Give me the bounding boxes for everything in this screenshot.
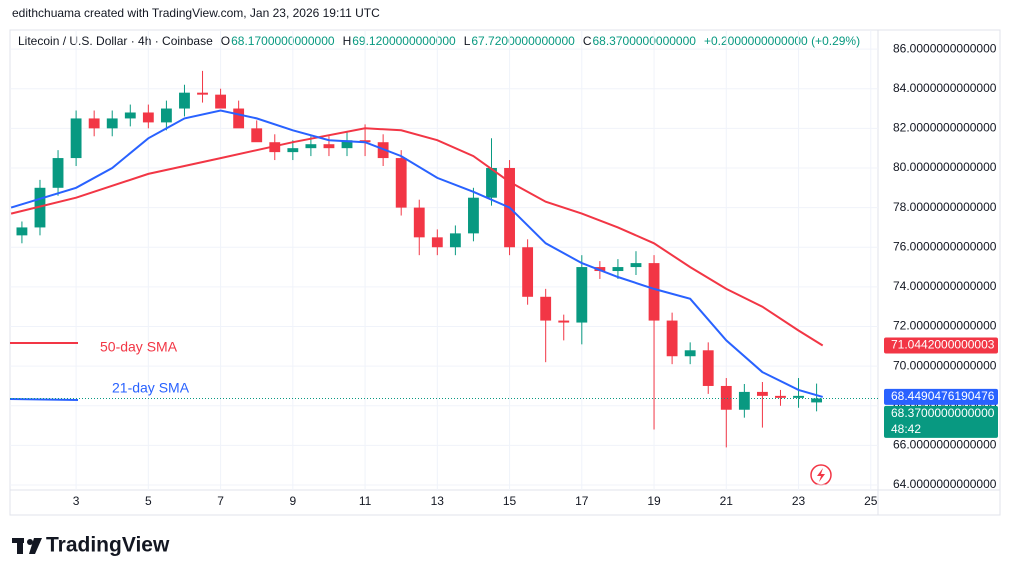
candle-body [160, 108, 172, 123]
x-tick-label: 11 [359, 494, 372, 508]
brand-logo [12, 538, 42, 554]
candle-body [52, 158, 64, 188]
x-tick-label: 23 [792, 494, 806, 508]
candle-body [486, 167, 497, 198]
candle-body [431, 237, 443, 248]
legend-change: +0.2000000000000 (+0.29%) [704, 34, 860, 48]
y-tick-label: 84.0000000000000 [893, 81, 997, 95]
y-tick-label: 64.0000000000000 [893, 477, 997, 491]
x-tick-label: 15 [503, 494, 517, 508]
candle-body [413, 207, 425, 238]
x-tick-label: 17 [575, 494, 589, 508]
x-tick-label: 21 [720, 494, 734, 508]
legend-value: 68.3700000000000 [593, 34, 697, 48]
y-tick-label: 78.0000000000000 [893, 200, 997, 214]
candle-body [197, 92, 208, 95]
candle-body [648, 263, 660, 321]
legend-key: L [464, 34, 471, 48]
y-tick-label: 80.0000000000000 [893, 160, 997, 174]
candle-body [576, 267, 588, 323]
legend-key: C [583, 34, 592, 48]
candle-body [775, 395, 786, 398]
x-tick-label: 25 [864, 494, 878, 508]
legend-value: 68.1700000000000 [231, 34, 335, 48]
candle-body [88, 118, 100, 129]
sma-line [10, 127, 824, 347]
x-tick-label: 9 [289, 494, 296, 508]
countdown: 48:42 [891, 422, 921, 436]
legend-value: 69.1200000000000 [352, 34, 456, 48]
candle-body [540, 296, 552, 321]
candle-body [522, 247, 534, 297]
candle-body [666, 320, 678, 357]
x-tick-label: 7 [217, 494, 224, 508]
candle-body [738, 391, 750, 410]
price-label-box [884, 388, 998, 405]
y-tick-label: 74.0000000000000 [893, 279, 997, 293]
price-label: 68.4490476190476 [891, 389, 995, 403]
candle-body [702, 350, 714, 386]
y-tick-label: 66.0000000000000 [893, 438, 997, 452]
legend-key: H [343, 34, 352, 48]
sma-line [10, 109, 823, 398]
candle-body [251, 128, 263, 143]
candle-body [34, 187, 46, 228]
x-tick-label: 13 [431, 494, 445, 508]
candle-body [179, 92, 190, 109]
y-tick-label: 86.0000000000000 [893, 41, 997, 55]
candle-body [305, 144, 317, 149]
x-tick-label: 19 [647, 494, 661, 508]
chart-title: Litecoin / U.S. Dollar · 4h · Coinbase [18, 34, 213, 48]
candle-body [70, 118, 82, 159]
candle-body [720, 385, 732, 410]
candle-body [793, 395, 804, 398]
candle-body [106, 118, 118, 129]
candle-body [449, 233, 461, 248]
candle-body [16, 227, 28, 236]
candle-body [215, 94, 227, 109]
y-tick-label: 70.0000000000000 [893, 358, 997, 372]
legend-label: 50-day SMA [100, 339, 178, 355]
legend-value: 67.7200000000000 [471, 34, 575, 48]
y-tick-label: 76.0000000000000 [893, 239, 997, 253]
chart-frame [9, 29, 1001, 516]
y-tick-label: 72.0000000000000 [893, 319, 997, 333]
candle-body [233, 108, 245, 129]
candle-body [323, 144, 335, 149]
x-tick-label: 3 [73, 494, 80, 508]
header: edithchuama created with TradingView.com… [12, 6, 380, 20]
x-tick-label: 5 [145, 494, 152, 508]
price-label: 68.3700000000000 [891, 406, 995, 420]
candle-body [142, 112, 154, 123]
price-label-box [884, 405, 998, 438]
candle-body [684, 350, 696, 357]
legend-swatch [9, 398, 79, 401]
candle-body [756, 391, 768, 396]
candle-body [468, 197, 479, 234]
brand: TradingView [46, 534, 170, 557]
candle-body [341, 140, 353, 149]
candle-body [630, 263, 642, 268]
legend-key: O [221, 34, 230, 48]
candle-body [124, 112, 136, 119]
y-tick-label: 82.0000000000000 [893, 121, 997, 135]
candle-body [811, 398, 823, 403]
candle-body [612, 267, 624, 272]
price-label: 71.0442000000003 [891, 338, 995, 352]
candle-body [287, 148, 299, 153]
candle-body [558, 320, 570, 323]
replay-icon [810, 464, 832, 486]
price-label-box [884, 337, 998, 354]
candle-body [395, 158, 407, 208]
legend-label: 21-day SMA [112, 380, 190, 396]
